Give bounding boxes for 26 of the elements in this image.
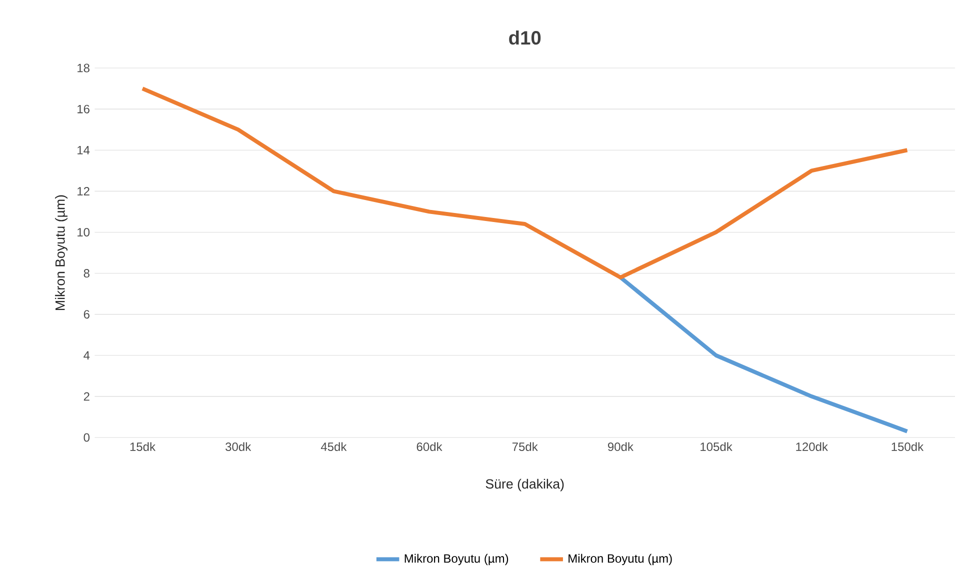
chart-title: d10: [509, 30, 541, 45]
x-tick-label: 150dk: [892, 442, 924, 452]
y-tick-label: 4: [84, 351, 90, 360]
legend-label: Mikron Boyutu (µm): [404, 554, 508, 566]
x-tick-label: 15dk: [130, 442, 156, 452]
x-tick-label: 45dk: [320, 442, 347, 452]
y-tick-label: 2: [84, 392, 90, 401]
y-tick-label: 14: [78, 146, 90, 154]
x-tick-label: 60dk: [416, 442, 442, 452]
line-series: [140, 86, 910, 280]
y-tick-label: 12: [78, 187, 90, 196]
y-tick-label: 0: [84, 433, 90, 442]
y-tick-label: 6: [84, 310, 90, 319]
x-tick-label: 90dk: [608, 442, 634, 452]
y-tick-label: 16: [78, 105, 90, 114]
x-tick-label: 105dk: [700, 442, 732, 452]
y-tick-label: 8: [84, 269, 90, 278]
legend-label: Mikron Boyutu (µm): [568, 554, 672, 566]
x-tick-label: 30dk: [226, 442, 252, 452]
line-series: [618, 276, 910, 434]
y-tick-label: 18: [78, 64, 90, 73]
x-axis-title: Süre (dakika): [486, 479, 564, 492]
y-tick-label: 10: [78, 228, 90, 237]
x-tick-label: 120dk: [796, 442, 828, 452]
x-tick-label: 75dk: [512, 442, 538, 452]
y-axis-title: Mikron Boyutu (µm): [55, 196, 68, 310]
